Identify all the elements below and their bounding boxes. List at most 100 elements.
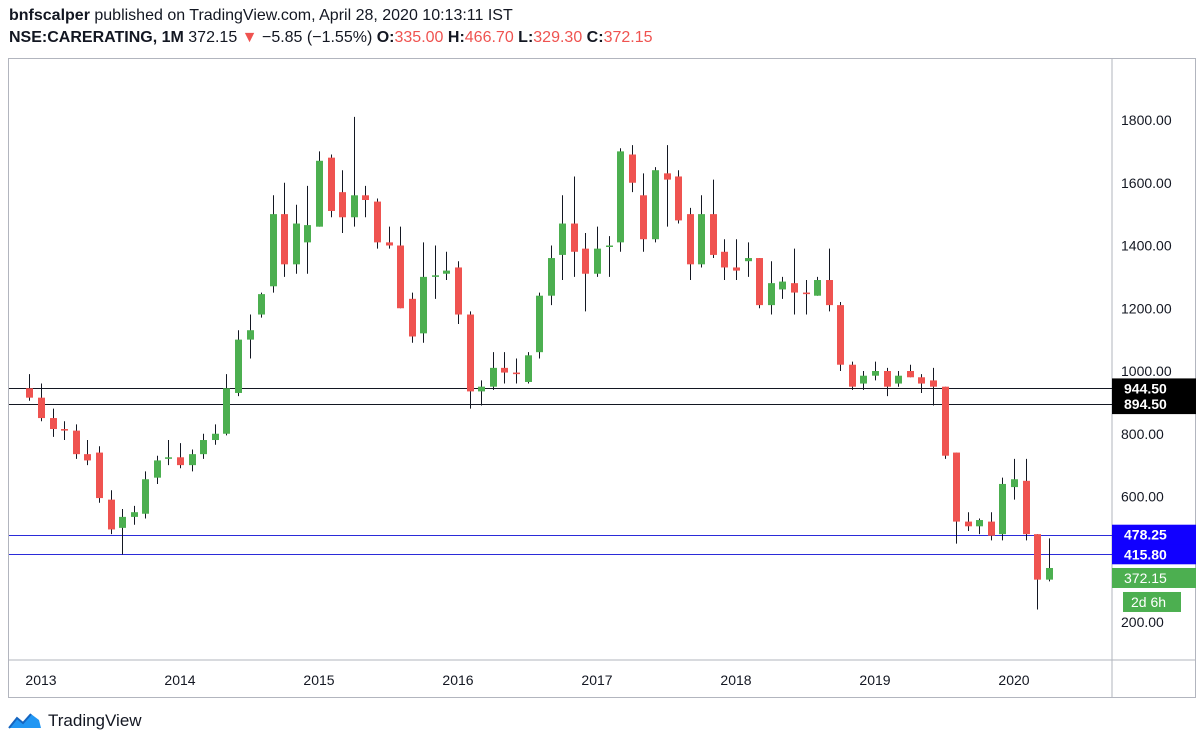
candle-body bbox=[721, 251, 728, 268]
candle-body bbox=[420, 276, 427, 334]
candle-body bbox=[907, 371, 914, 378]
candle-body bbox=[536, 295, 543, 353]
candle-body bbox=[756, 258, 763, 306]
candle-body bbox=[108, 499, 115, 530]
candle-body bbox=[362, 195, 369, 201]
candle-body bbox=[50, 418, 57, 430]
candle-body bbox=[814, 280, 821, 296]
candle-body bbox=[200, 440, 207, 455]
candle-body bbox=[235, 339, 242, 393]
candle-body bbox=[316, 160, 323, 227]
publish-info: bnfscalper published on TradingView.com,… bbox=[9, 7, 513, 25]
candle-body bbox=[988, 521, 995, 536]
candle-body bbox=[374, 201, 381, 243]
candle-body bbox=[895, 375, 902, 384]
x-tick-label: 2020 bbox=[998, 672, 1029, 688]
candle-body bbox=[142, 479, 149, 514]
last-price-label: 372.15 bbox=[1124, 570, 1167, 586]
y-tick-label: 600.00 bbox=[1121, 489, 1164, 505]
x-tick-label: 2016 bbox=[442, 672, 473, 688]
x-tick-label: 2015 bbox=[303, 672, 334, 688]
high-label: H: bbox=[447, 29, 465, 46]
candle-body bbox=[652, 170, 659, 240]
y-tick-label: 1600.00 bbox=[1121, 175, 1172, 191]
x-tick-label: 2018 bbox=[720, 672, 751, 688]
candle-body bbox=[768, 283, 775, 306]
price-level-tag bbox=[1112, 544, 1196, 565]
candle-body bbox=[177, 457, 184, 466]
candle-body bbox=[26, 388, 33, 398]
candle-body bbox=[409, 298, 416, 337]
price-level-label: 415.80 bbox=[1124, 546, 1167, 562]
candle-body bbox=[640, 195, 647, 240]
candle-body bbox=[513, 372, 520, 375]
candle-body bbox=[443, 270, 450, 274]
x-tick-label: 2019 bbox=[859, 672, 890, 688]
y-tick-label: 1200.00 bbox=[1121, 300, 1172, 316]
candle-body bbox=[606, 245, 613, 247]
candle-body bbox=[293, 223, 300, 265]
down-arrow-icon: ▼ bbox=[241, 29, 258, 46]
open-value: 335.00 bbox=[394, 29, 444, 46]
candle-body bbox=[745, 258, 752, 262]
countdown-tag bbox=[1123, 591, 1181, 612]
candle-body bbox=[38, 397, 45, 419]
candle-body bbox=[189, 454, 196, 466]
candle-body bbox=[501, 367, 508, 373]
candle-body bbox=[953, 452, 960, 522]
y-tick-label: 800.00 bbox=[1121, 426, 1164, 442]
price-level-label: 478.25 bbox=[1124, 527, 1167, 543]
candle-body bbox=[328, 157, 335, 211]
candle-body bbox=[849, 364, 856, 387]
y-tick-label: 1800.00 bbox=[1121, 112, 1172, 128]
candle-body bbox=[617, 151, 624, 243]
publish-text: published on TradingView.com, April 28, … bbox=[94, 7, 513, 24]
candle-body bbox=[467, 314, 474, 392]
candle-body bbox=[710, 214, 717, 255]
candle-body bbox=[84, 454, 91, 461]
candle-body bbox=[571, 223, 578, 252]
candle-body bbox=[976, 520, 983, 527]
y-tick-label: 200.00 bbox=[1121, 614, 1164, 630]
price-level-label: 944.50 bbox=[1124, 380, 1167, 396]
candle-body bbox=[525, 355, 532, 382]
close-value: 372.15 bbox=[603, 29, 653, 46]
chart-frame[interactable] bbox=[8, 58, 1196, 698]
candle-body bbox=[629, 154, 636, 183]
price-level-tag bbox=[1112, 524, 1196, 545]
candle-body bbox=[675, 176, 682, 221]
candle-body bbox=[351, 195, 358, 218]
candle-body bbox=[131, 512, 138, 517]
candle-body bbox=[582, 248, 589, 274]
high-value: 466.70 bbox=[464, 29, 514, 46]
candle-body bbox=[698, 214, 705, 265]
candle-body bbox=[942, 386, 949, 456]
candle-body bbox=[837, 305, 844, 365]
candle-body bbox=[884, 371, 891, 387]
author-name[interactable]: bnfscalper bbox=[9, 7, 90, 24]
candle-body bbox=[386, 242, 393, 246]
candle-body bbox=[247, 330, 254, 340]
candle-body bbox=[281, 214, 288, 265]
tradingview-logo-icon bbox=[8, 713, 41, 729]
candle-body bbox=[559, 223, 566, 255]
brand-name: TradingView bbox=[48, 711, 142, 730]
y-tick-label: 1400.00 bbox=[1121, 238, 1172, 254]
price-level-label: 894.50 bbox=[1124, 396, 1167, 412]
candle-body bbox=[455, 267, 462, 315]
candle-body bbox=[1023, 480, 1030, 535]
candle-body bbox=[258, 294, 265, 315]
candle-body bbox=[1011, 479, 1018, 488]
candle-body bbox=[860, 375, 867, 384]
ohlc-legend: NSE:CARERATING, 1M 372.15 ▼ −5.85 (−1.55… bbox=[9, 29, 653, 47]
candle-body bbox=[779, 281, 786, 290]
candle-body bbox=[1046, 567, 1053, 580]
candle-body bbox=[733, 267, 740, 271]
tradingview-brand[interactable]: TradingView bbox=[8, 710, 142, 732]
countdown-label: 2d 6h bbox=[1131, 594, 1166, 610]
low-value: 329.30 bbox=[533, 29, 583, 46]
close-label: C: bbox=[586, 29, 604, 46]
candle-body bbox=[930, 380, 937, 387]
candle-body bbox=[61, 429, 68, 431]
